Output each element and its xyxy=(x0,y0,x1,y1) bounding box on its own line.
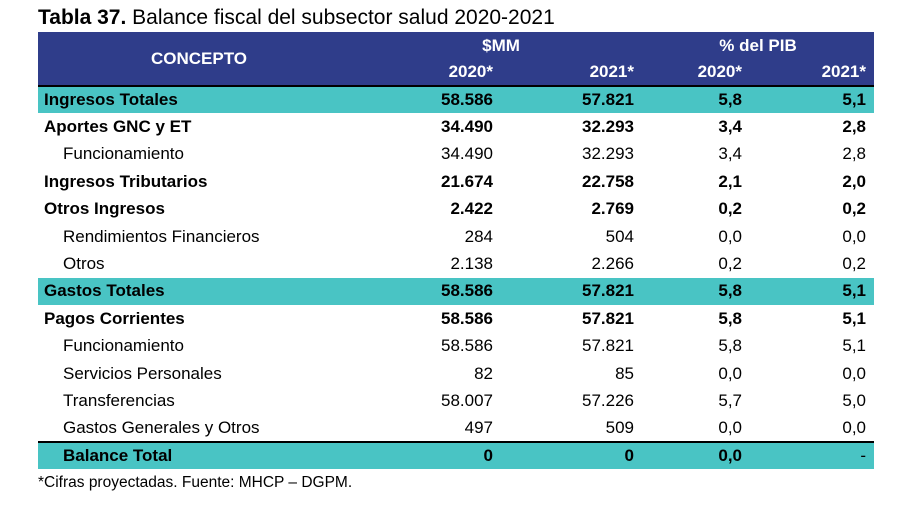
row-label: Balance Total xyxy=(38,441,360,470)
table-row: Transferencias 58.007 57.226 5,7 5,0 xyxy=(38,387,874,414)
cell-value: 34.490 xyxy=(441,117,493,137)
row-label: Gastos Generales y Otros xyxy=(63,417,260,437)
table-row: Ingresos Tributarios 21.674 22.758 2,1 2… xyxy=(38,168,874,195)
table-row: Gastos Generales y Otros 497 509 0,0 0,0 xyxy=(38,415,874,442)
cell-value: 58.586 xyxy=(360,84,501,114)
cell-value: 0,2 xyxy=(842,199,866,219)
table-row: Aportes GNC y ET 34.490 32.293 3,4 2,8 xyxy=(38,113,874,140)
table-row: Gastos Totales 58.586 57.821 5,8 5,1 xyxy=(38,277,874,306)
table-number: Tabla 37. xyxy=(38,6,127,29)
table-row: Rendimientos Financieros 284 504 0,0 0,0 xyxy=(38,223,874,250)
cell-value: 57.821 xyxy=(501,277,642,306)
header-year: 2020* xyxy=(360,59,501,86)
cell-value: 0,2 xyxy=(842,254,866,274)
cell-value: 57.821 xyxy=(582,336,634,356)
header-concepto: CONCEPTO xyxy=(38,32,360,86)
cell-value: 22.758 xyxy=(582,171,634,191)
row-label: Otros Ingresos xyxy=(44,199,165,219)
cell-value: 5,1 xyxy=(842,308,866,328)
row-label: Pagos Corrientes xyxy=(44,308,185,328)
cell-value: 509 xyxy=(605,417,634,437)
cell-value: 82 xyxy=(474,363,493,383)
cell-value: 5,1 xyxy=(842,336,866,356)
cell-value: 0,0 xyxy=(842,417,866,437)
table-title: Tabla 37. Balance fiscal del subsector s… xyxy=(38,6,555,30)
cell-value: 5,1 xyxy=(750,84,874,114)
cell-value: 57.821 xyxy=(582,308,634,328)
cell-value: 85 xyxy=(615,363,634,383)
cell-value: 0,2 xyxy=(718,254,742,274)
cell-value: 0,0 xyxy=(842,363,866,383)
row-label: Servicios Personales xyxy=(63,363,222,383)
row-label: Funcionamiento xyxy=(63,144,184,164)
cell-value: 0 xyxy=(360,441,501,470)
cell-value: 497 xyxy=(464,417,493,437)
table-caption: Balance fiscal del subsector salud 2020-… xyxy=(126,6,555,29)
cell-value: 5,0 xyxy=(842,390,866,410)
cell-value: 2,8 xyxy=(842,144,866,164)
header-mm: $MM xyxy=(360,32,642,59)
table-row: Funcionamiento 58.586 57.821 5,8 5,1 xyxy=(38,333,874,360)
cell-value: 5,8 xyxy=(642,84,750,114)
header-pib: % del PIB xyxy=(642,32,874,59)
cell-value: 284 xyxy=(464,226,493,246)
table-row: Ingresos Totales 58.586 57.821 5,8 5,1 xyxy=(38,84,874,114)
cell-value: 58.586 xyxy=(441,336,493,356)
cell-value: 2,1 xyxy=(718,171,742,191)
cell-value: 2.769 xyxy=(591,199,634,219)
row-label: Aportes GNC y ET xyxy=(44,117,192,137)
cell-value: 34.490 xyxy=(441,144,493,164)
cell-value: 3,4 xyxy=(718,117,742,137)
cell-value: 504 xyxy=(605,226,634,246)
cell-value: 2.138 xyxy=(450,254,493,274)
cell-value: 5,8 xyxy=(718,336,742,356)
fiscal-balance-table: CONCEPTO $MM % del PIB 2020* 2021* 2020*… xyxy=(38,32,874,470)
cell-value: 2,8 xyxy=(842,117,866,137)
cell-value: 0,2 xyxy=(718,199,742,219)
cell-value: 0,0 xyxy=(718,417,742,437)
cell-value: 58.007 xyxy=(441,390,493,410)
cell-value: 57.226 xyxy=(582,390,634,410)
cell-value: 0,0 xyxy=(642,441,750,470)
row-label: Ingresos Tributarios xyxy=(44,171,208,191)
cell-value: 32.293 xyxy=(582,144,634,164)
table-row: Funcionamiento 34.490 32.293 3,4 2,8 xyxy=(38,141,874,168)
cell-value: 57.821 xyxy=(501,84,642,114)
cell-value: 21.674 xyxy=(441,171,493,191)
cell-value: 5,7 xyxy=(718,390,742,410)
cell-value: 5,8 xyxy=(642,277,750,306)
cell-value: 58.586 xyxy=(441,308,493,328)
cell-value: 58.586 xyxy=(360,277,501,306)
cell-value: 5,1 xyxy=(750,277,874,306)
header-year: 2021* xyxy=(750,59,874,86)
cell-value: 0,0 xyxy=(718,226,742,246)
cell-value: 0,0 xyxy=(842,226,866,246)
row-label: Transferencias xyxy=(63,390,175,410)
row-label: Gastos Totales xyxy=(38,277,360,306)
row-label: Funcionamiento xyxy=(63,336,184,356)
header-year: 2021* xyxy=(501,59,642,86)
table-row: Pagos Corrientes 58.586 57.821 5,8 5,1 xyxy=(38,305,874,332)
row-label: Otros xyxy=(63,254,105,274)
table-row: Otros 2.138 2.266 0,2 0,2 xyxy=(38,250,874,277)
cell-value: 0,0 xyxy=(718,363,742,383)
row-label: Rendimientos Financieros xyxy=(63,226,260,246)
cell-value: 2,0 xyxy=(842,171,866,191)
cell-value: 2.422 xyxy=(450,199,493,219)
cell-value: 0 xyxy=(501,441,642,470)
cell-value: 2.266 xyxy=(591,254,634,274)
cell-value: 32.293 xyxy=(582,117,634,137)
cell-value: 3,4 xyxy=(718,144,742,164)
table-row: Servicios Personales 82 85 0,0 0,0 xyxy=(38,360,874,387)
row-label: Ingresos Totales xyxy=(38,84,360,114)
cell-value: 5,8 xyxy=(718,308,742,328)
table-footnote: *Cifras proyectadas. Fuente: MHCP – DGPM… xyxy=(38,474,353,491)
header-year: 2020* xyxy=(642,59,750,86)
table-row: Otros Ingresos 2.422 2.769 0,2 0,2 xyxy=(38,196,874,223)
cell-value: - xyxy=(750,441,874,470)
table-row: Balance Total 0 0 0,0 - xyxy=(38,441,874,470)
